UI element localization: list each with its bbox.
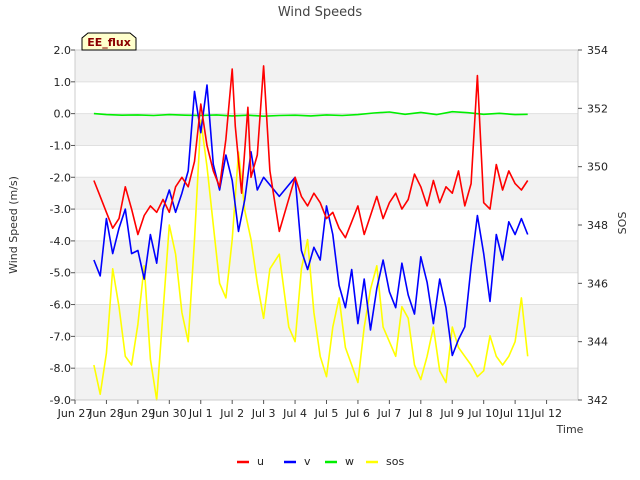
series-lines bbox=[93, 65, 529, 401]
y-tick-label-4: -2.0 bbox=[50, 171, 71, 184]
y-tick-label-5: -3.0 bbox=[50, 203, 71, 216]
series-line-u bbox=[93, 65, 529, 239]
y2-tick-label-4: 350 bbox=[587, 161, 608, 174]
x-axis-label: Time bbox=[556, 423, 584, 436]
band-2 bbox=[75, 177, 578, 210]
y-tick-label-0: 2.0 bbox=[54, 44, 72, 57]
x-tick-label-0: Jun 27 bbox=[57, 407, 93, 420]
badge-shape bbox=[81, 32, 137, 51]
x-tick-label-10: Jul 7 bbox=[376, 407, 401, 420]
x-tick-label-15: Jul 12 bbox=[530, 407, 562, 420]
series-line-w bbox=[93, 110, 528, 117]
series-line-sos bbox=[93, 119, 529, 401]
y2-axis-label: SOS bbox=[616, 212, 629, 235]
y2-tick-label-6: 354 bbox=[587, 44, 608, 57]
badge-label: EE_flux bbox=[87, 36, 131, 49]
legend-label-u: u bbox=[257, 455, 264, 468]
legend-label-sos: sos bbox=[386, 455, 404, 468]
y2-tick-label-1: 344 bbox=[587, 336, 608, 349]
legend-label-v: v bbox=[304, 455, 311, 468]
x-tick-label-11: Jul 8 bbox=[408, 407, 433, 420]
band-1 bbox=[75, 113, 578, 146]
y2-axis-ticks: 342 344 346 348 350 352 354 bbox=[578, 44, 608, 407]
chart-title: Wind Speeds bbox=[278, 5, 363, 20]
y-tick-label-2: 0.0 bbox=[54, 108, 72, 121]
x-tick-label-6: Jul 3 bbox=[251, 407, 276, 420]
x-tick-label-8: Jul 5 bbox=[314, 407, 339, 420]
plot-frame bbox=[74, 49, 579, 401]
x-tick-label-5: Jul 2 bbox=[219, 407, 244, 420]
y-tick-label-11: -9.0 bbox=[50, 394, 71, 407]
legend-label-w: w bbox=[345, 455, 354, 468]
grid-lines bbox=[75, 49, 578, 401]
y2-tick-label-2: 346 bbox=[587, 277, 608, 290]
x-tick-label-12: Jul 9 bbox=[439, 407, 464, 420]
x-tick-label-9: Jul 6 bbox=[345, 407, 370, 420]
y-tick-label-6: -4.0 bbox=[50, 235, 71, 248]
y-axis-ticks: 2.0 1.0 0.0 -1.0 -2.0 -3.0 -4.0 -5.0 -6.0 -7.0 -8.… bbox=[50, 44, 75, 407]
y-tick-label-1: 1.0 bbox=[54, 76, 72, 89]
y-tick-label-9: -7.0 bbox=[50, 330, 71, 343]
y-tick-label-3: -1.0 bbox=[50, 139, 71, 152]
ee-flux-badge: EE_flux bbox=[81, 32, 137, 51]
y2-tick-label-3: 348 bbox=[587, 219, 608, 232]
x-tick-label-3: Jun 30 bbox=[151, 407, 187, 420]
x-tick-label-2: Jun 29 bbox=[120, 407, 156, 420]
band-4 bbox=[75, 304, 578, 337]
y-tick-label-10: -8.0 bbox=[50, 362, 71, 375]
x-tick-label-7: Jul 4 bbox=[282, 407, 307, 420]
y2-tick-label-5: 352 bbox=[587, 102, 608, 115]
y-axis-label: Wind Speed (m/s) bbox=[7, 176, 20, 274]
y-tick-label-8: -6.0 bbox=[50, 299, 71, 312]
legend: u v w sos bbox=[237, 455, 404, 468]
y-tick-label-7: -5.0 bbox=[50, 267, 71, 280]
band-0 bbox=[75, 50, 578, 82]
x-tick-label-13: Jul 10 bbox=[467, 407, 499, 420]
x-tick-label-14: Jul 11 bbox=[499, 407, 531, 420]
x-tick-label-1: Jun 28 bbox=[88, 407, 124, 420]
series-line-v bbox=[93, 84, 529, 357]
y2-tick-label-0: 342 bbox=[587, 394, 608, 407]
x-tick-label-4: Jul 1 bbox=[188, 407, 213, 420]
background-bands bbox=[75, 50, 578, 400]
